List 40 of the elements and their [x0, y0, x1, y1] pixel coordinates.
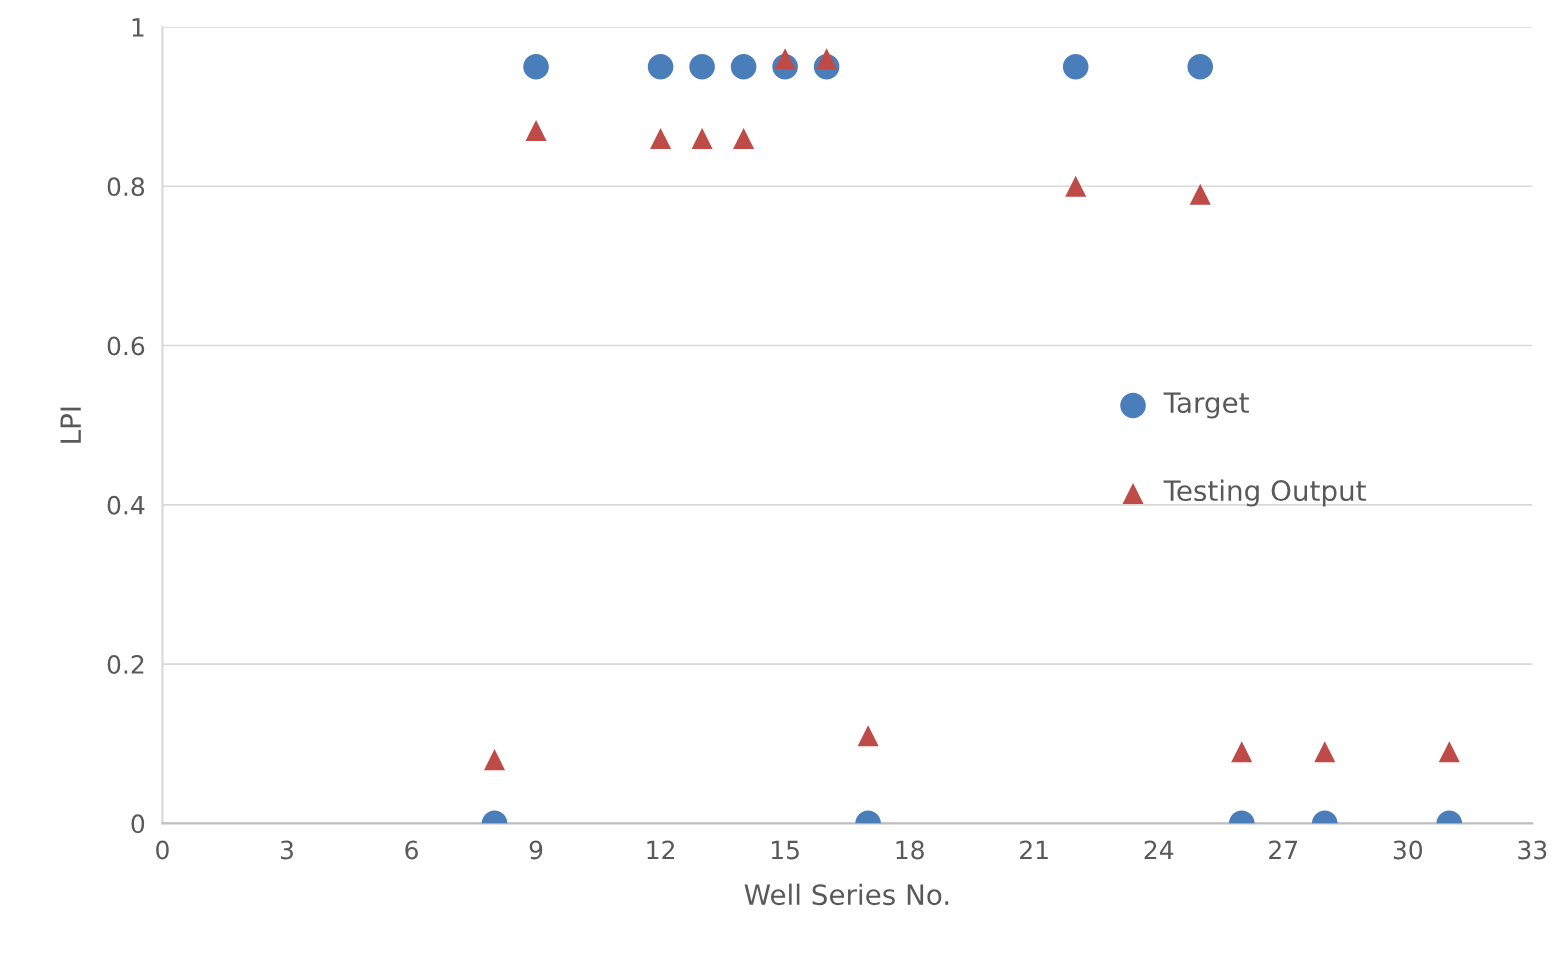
- y-tick-label: 0.4: [107, 495, 145, 515]
- point: [523, 53, 549, 80]
- point: [857, 725, 879, 747]
- x-tick-label: 12: [647, 840, 674, 860]
- point: [1189, 183, 1211, 205]
- point: [1438, 741, 1460, 763]
- point: [689, 53, 715, 80]
- point: [1065, 175, 1087, 197]
- x-tick-label: 27: [1269, 840, 1298, 860]
- x-tick-label: 33: [1518, 840, 1547, 860]
- x-tick-label: 15: [771, 840, 799, 860]
- x-tick-label: 21: [1020, 840, 1048, 860]
- x-tick-label: 3: [280, 840, 293, 860]
- x-tick-label: 24: [1144, 840, 1174, 860]
- x-tick-label: 30: [1393, 840, 1423, 860]
- point: [1314, 741, 1336, 763]
- point: [733, 127, 755, 149]
- point: [1231, 741, 1253, 763]
- x-tick-label: 18: [896, 840, 924, 860]
- point: [650, 127, 672, 149]
- point: [774, 48, 796, 70]
- y-tick-label: 0.6: [107, 336, 145, 356]
- point: [647, 53, 674, 80]
- x-axis-title: Well Series No.: [744, 883, 949, 906]
- point: [525, 119, 547, 142]
- point: [484, 749, 506, 771]
- point: [691, 127, 713, 149]
- y-tick-label: 1: [132, 18, 144, 37]
- point: [730, 53, 757, 80]
- y-tick-label: 0: [131, 814, 145, 834]
- legend-label: Testing Output: [1163, 479, 1366, 507]
- legend-label: Target: [1163, 392, 1249, 419]
- x-tick-label: 0: [156, 840, 169, 860]
- y-axis-title: LPI: [60, 407, 81, 443]
- y-tick-label: 0.2: [107, 655, 144, 674]
- point: [1062, 53, 1089, 80]
- x-tick-label: 6: [405, 840, 418, 860]
- x-tick-label: 9: [529, 840, 543, 860]
- point: [1187, 53, 1214, 80]
- y-tick-label: 0.8: [107, 177, 145, 197]
